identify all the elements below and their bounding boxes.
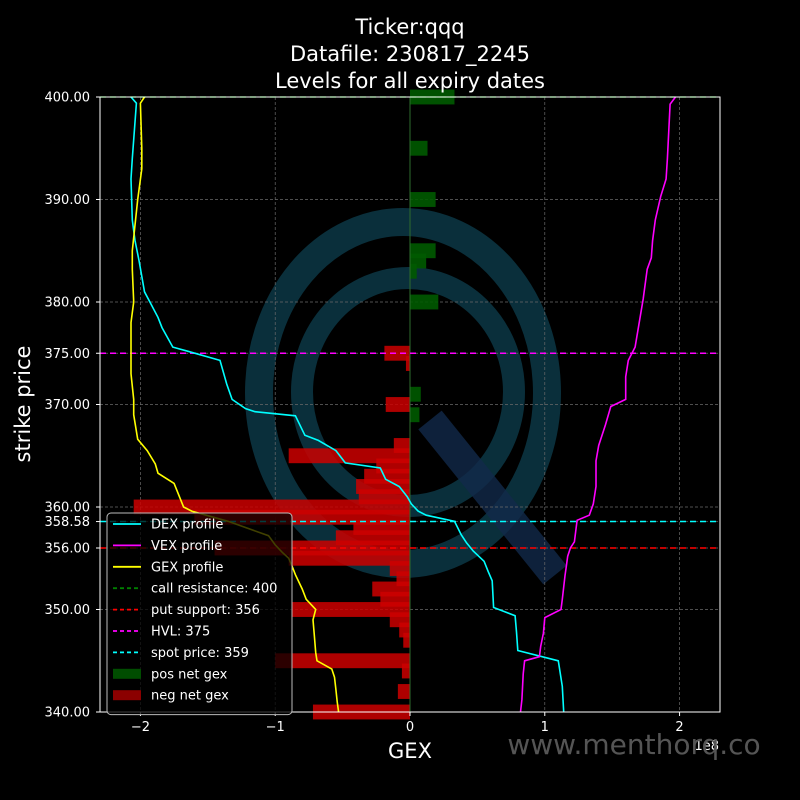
- vex-profile-line: [519, 96, 677, 713]
- chart-title-line-2: Datafile: 230817_2245: [290, 42, 530, 67]
- legend-label: pos net gex: [151, 667, 228, 682]
- pos-net-gex-bar: [410, 140, 428, 156]
- x-axis-label: GEX: [388, 739, 432, 763]
- neg-net-gex-bar: [288, 550, 410, 566]
- neg-net-gex-bar: [385, 397, 410, 412]
- y-axis-label: strike price: [11, 346, 35, 463]
- y-tick-label: 350.00: [45, 603, 91, 618]
- neg-net-gex-bar: [401, 663, 410, 679]
- y-tick-label: 380.00: [45, 296, 91, 311]
- y-tick-label: 370.00: [45, 398, 91, 413]
- legend: DEX profile VEX profile GEX profile call re…: [106, 512, 293, 716]
- y-tick-label: 340.00: [45, 706, 91, 721]
- pos-net-gex-bar: [410, 263, 417, 279]
- legend-label: DEX profile: [151, 518, 223, 533]
- logo-slash: [418, 410, 567, 585]
- legend-label: spot price: 359: [151, 646, 249, 661]
- pos-net-gex-bar: [410, 192, 436, 207]
- neg-net-gex-bar: [275, 653, 410, 669]
- neg-net-gex-bar: [291, 602, 410, 617]
- neg-net-gex-bar: [399, 622, 410, 638]
- legend-label: call resistance: 400: [151, 582, 277, 597]
- x-axis-ticks: −2 −1 0 1 2: [131, 712, 684, 735]
- legend-swatch-patch: [113, 668, 141, 679]
- chart-title-line-3: Levels for all expiry dates: [275, 69, 545, 93]
- x-tick-label: 0: [406, 720, 414, 735]
- pos-net-gex-bar: [410, 294, 439, 310]
- x-tick-label: −2: [131, 720, 150, 735]
- pos-net-gex-bar: [410, 407, 420, 423]
- legend-label: GEX profile: [151, 560, 223, 575]
- legend-swatch-patch: [113, 690, 141, 701]
- x-offset-label: 1e8: [694, 739, 719, 754]
- legend-box: [106, 512, 293, 716]
- y-tick-label: 375.00: [45, 347, 91, 362]
- x-tick-label: 1: [541, 720, 549, 735]
- legend-label: put support: 356: [151, 603, 260, 618]
- y-tick-label: 390.00: [45, 193, 91, 208]
- y-tick-label: 358.58: [45, 515, 91, 530]
- dex-profile-line: [130, 96, 565, 713]
- neg-net-gex-bar: [397, 684, 410, 699]
- y-tick-label: 356.00: [45, 542, 91, 557]
- x-tick-label: 2: [675, 720, 683, 735]
- y-tick-label: 360.00: [45, 501, 91, 516]
- neg-net-gex-bar: [405, 356, 410, 371]
- x-tick-label: −1: [266, 720, 285, 735]
- pos-net-gex-bar: [410, 386, 421, 402]
- neg-net-gex-bar: [403, 632, 410, 648]
- y-tick-label: 400.00: [45, 91, 91, 106]
- legend-label: HVL: 375: [151, 625, 210, 640]
- chart-title-line-1: Ticker:qqq: [354, 15, 464, 39]
- neg-net-gex-bar: [384, 345, 410, 361]
- watermark-text: www.menthorq.co: [507, 728, 760, 761]
- legend-label: VEX profile: [151, 539, 222, 554]
- legend-label: neg net gex: [151, 689, 229, 704]
